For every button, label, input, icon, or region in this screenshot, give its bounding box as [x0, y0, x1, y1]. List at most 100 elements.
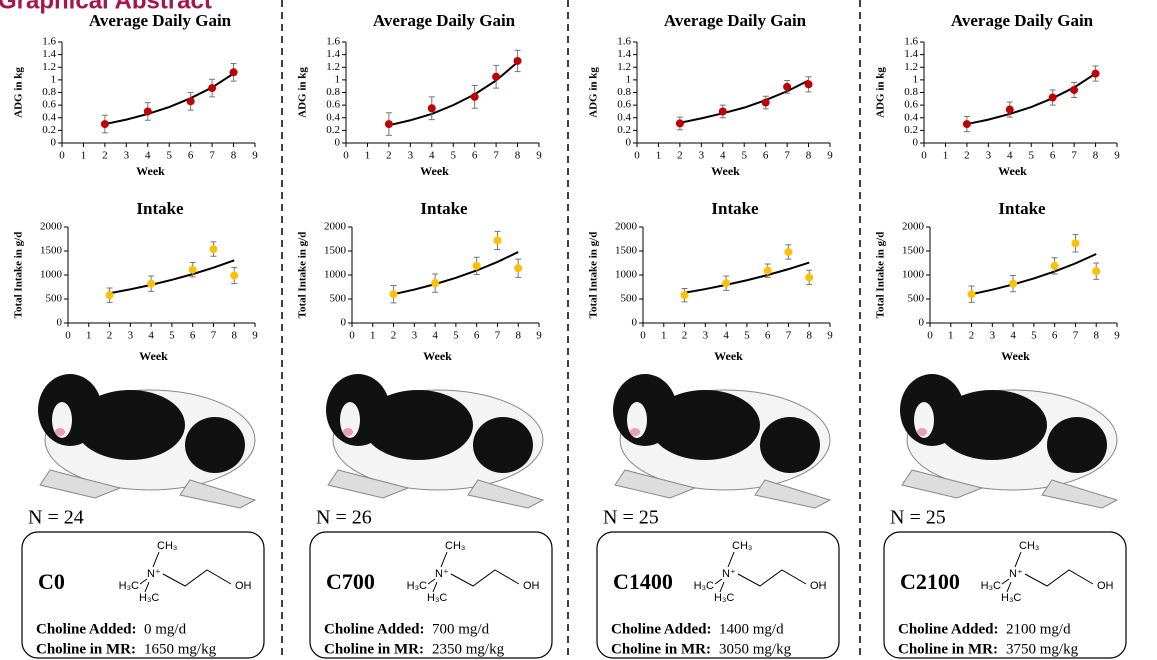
x-axis-label: Week [420, 164, 449, 178]
data-point [470, 92, 479, 101]
x-tick-label: 3 [699, 150, 705, 162]
molecule-label: N⁺ [722, 568, 736, 580]
chart-title: Average Daily Gain [373, 11, 516, 30]
y-tick-label: 1.6 [326, 36, 340, 48]
y-axis-label: ADG in kg [297, 67, 309, 118]
chart-title: Intake [998, 199, 1046, 218]
y-tick-label: 1.4 [904, 48, 918, 60]
group-label: C1400 [613, 569, 673, 594]
data-point [1091, 69, 1100, 78]
choline-added-label: Choline Added: [324, 621, 424, 637]
x-tick-label: 9 [827, 150, 833, 162]
calf-patch [473, 417, 533, 473]
y-tick-label: 500 [908, 293, 925, 305]
y-tick-label: 0 [341, 317, 347, 329]
data-point [1071, 239, 1080, 248]
x-tick-label: 9 [252, 330, 258, 342]
y-tick-label: 0.6 [42, 99, 56, 111]
y-tick-label: 1.2 [904, 61, 918, 73]
molecule-label: OH [235, 580, 252, 592]
molecule-label: OH [1097, 580, 1114, 592]
data-point [804, 80, 813, 89]
x-tick-label: 7 [211, 330, 217, 342]
data-point [188, 265, 197, 274]
y-tick-label: 0.8 [326, 86, 340, 98]
data-point [208, 84, 217, 93]
x-tick-label: 4 [1010, 330, 1016, 342]
x-tick-label: 0 [343, 150, 349, 162]
calf-illustration [38, 374, 257, 509]
x-tick-label: 0 [634, 150, 640, 162]
y-tick-label: 0.2 [326, 124, 340, 136]
data-point [1092, 267, 1101, 276]
trendline [388, 61, 519, 127]
x-tick-label: 1 [943, 150, 949, 162]
y-tick-label: 1500 [324, 245, 347, 257]
data-point [675, 119, 684, 128]
x-axis-label: Week [136, 164, 165, 178]
x-tick-label: 7 [495, 330, 501, 342]
y-axis-label: ADG in kg [875, 67, 887, 118]
choline-mr-value: 1650 mg/kg [144, 641, 217, 657]
x-axis-label: Week [139, 349, 168, 363]
y-tick-label: 0.4 [326, 111, 340, 123]
data-point [1048, 93, 1057, 102]
choline-added-value: 1400 mg/d [719, 621, 784, 637]
y-tick-label: 0 [51, 137, 57, 149]
x-tick-label: 0 [59, 150, 65, 162]
data-point [427, 104, 436, 113]
data-point [229, 68, 238, 77]
chart-title: Average Daily Gain [664, 11, 807, 30]
choline-added-label: Choline Added: [611, 621, 711, 637]
molecule-label: H₃C [407, 580, 427, 592]
molecule-bonds [714, 551, 807, 593]
x-tick-label: 4 [145, 150, 151, 162]
chart-title: Intake [711, 199, 759, 218]
data-point [1070, 85, 1079, 94]
choline-added-value: 0 mg/d [144, 621, 187, 637]
y-tick-label: 1.6 [42, 36, 56, 48]
y-axis-label: Total Intake in g/d [588, 232, 600, 319]
y-tick-label: 0.2 [42, 124, 56, 136]
y-tick-label: 0.2 [904, 124, 918, 136]
molecule-label: H₃C [981, 580, 1001, 592]
y-tick-label: 2000 [324, 221, 347, 233]
y-tick-label: 500 [46, 293, 63, 305]
trendline [393, 251, 519, 296]
x-tick-label: 2 [386, 150, 392, 162]
x-tick-label: 9 [1114, 150, 1120, 162]
data-point [389, 290, 398, 299]
y-tick-label: 0.4 [617, 111, 631, 123]
data-point [147, 279, 156, 288]
x-tick-label: 0 [921, 150, 927, 162]
group-label: C700 [326, 569, 375, 594]
x-tick-label: 2 [107, 330, 113, 342]
molecule-bonds [1001, 551, 1094, 593]
x-tick-label: 4 [723, 330, 729, 342]
calf-nose [917, 428, 927, 436]
y-tick-label: 1000 [902, 269, 925, 281]
data-point [763, 266, 772, 275]
y-tick-label: 0 [632, 317, 638, 329]
x-tick-label: 9 [1114, 330, 1120, 342]
data-point [784, 247, 793, 256]
y-tick-label: 0 [913, 137, 919, 149]
x-tick-label: 4 [429, 150, 435, 162]
chart-title: Average Daily Gain [951, 11, 1094, 30]
x-tick-label: 6 [190, 330, 196, 342]
calf-patch [1047, 417, 1107, 473]
molecule-bonds [427, 551, 520, 593]
x-tick-label: 3 [412, 330, 418, 342]
calf-patch [363, 390, 473, 460]
calf-nose [630, 428, 640, 436]
y-tick-label: 2000 [615, 221, 638, 233]
molecule-label: H₃C [694, 580, 714, 592]
data-point [431, 279, 440, 288]
x-axis-label: Week [711, 164, 740, 178]
x-axis-label: Week [1001, 349, 1030, 363]
x-tick-label: 5 [744, 330, 750, 342]
y-tick-label: 1 [913, 73, 919, 85]
x-tick-label: 4 [148, 330, 154, 342]
x-tick-label: 3 [703, 330, 709, 342]
x-tick-label: 6 [474, 330, 480, 342]
